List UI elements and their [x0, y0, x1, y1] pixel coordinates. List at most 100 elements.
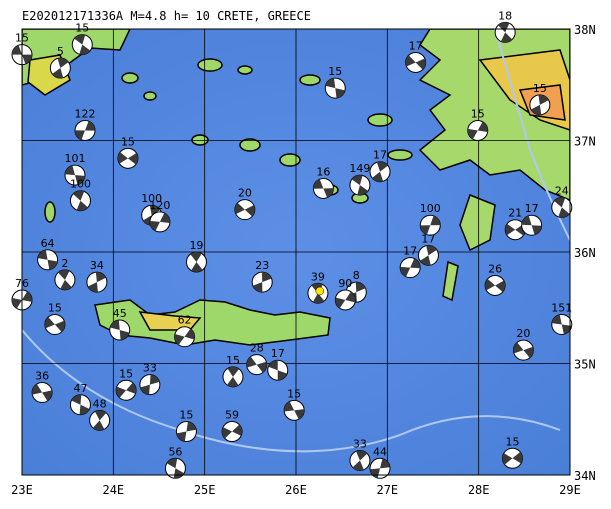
lat-tick-label: 38N	[574, 23, 596, 37]
focal-mechanism	[149, 211, 171, 233]
focal-mechanism	[467, 119, 489, 141]
depth-label: 44	[373, 445, 387, 458]
depth-label: 100	[70, 178, 91, 191]
depth-label: 15	[226, 354, 240, 367]
focal-mechanism	[324, 77, 346, 99]
focal-mechanism	[89, 409, 111, 431]
compression-quadrant	[513, 342, 534, 358]
compression-quadrant	[174, 328, 195, 345]
compression-quadrant	[400, 258, 421, 277]
compression-quadrant	[467, 121, 488, 140]
compression-quadrant	[498, 22, 513, 43]
compression-quadrant	[246, 356, 267, 373]
depth-label: 20	[238, 187, 252, 200]
compression-quadrant	[485, 278, 506, 293]
depth-label: 26	[488, 262, 502, 275]
depth-label: 15	[75, 22, 89, 35]
depth-label: 45	[113, 307, 127, 320]
focal-mechanism	[164, 457, 186, 479]
depth-label: 56	[168, 445, 182, 458]
compression-quadrant	[149, 212, 170, 231]
depth-label: 8	[353, 269, 360, 282]
compression-quadrant	[117, 152, 138, 165]
compression-quadrant	[75, 121, 96, 140]
compression-quadrant	[92, 410, 107, 431]
compression-quadrant	[52, 58, 69, 79]
focal-mechanism	[529, 94, 551, 116]
focal-mechanism	[71, 34, 93, 56]
focal-mechanism	[246, 354, 268, 376]
focal-mechanism	[117, 147, 139, 169]
focal-mechanism	[115, 379, 137, 401]
compression-quadrant	[352, 450, 368, 471]
lon-tick-label: 27E	[376, 483, 398, 497]
compression-quadrant	[234, 202, 255, 217]
focal-mechanism	[31, 381, 53, 403]
depth-label: 5	[57, 45, 64, 58]
compression-quadrant	[190, 252, 203, 273]
focal-mechanism	[334, 289, 356, 311]
depth-label: 100	[420, 202, 441, 215]
compression-quadrant	[521, 215, 542, 235]
compression-quadrant	[65, 165, 85, 185]
depth-label: 64	[41, 237, 55, 250]
depth-label: 28	[250, 342, 264, 355]
focal-mechanism	[139, 374, 161, 396]
lat-tick-label: 34N	[574, 469, 596, 483]
lon-tick-label: 28E	[468, 483, 490, 497]
focal-mechanism	[109, 319, 131, 341]
depth-label: 20	[516, 327, 530, 340]
depth-label: 15	[471, 107, 485, 120]
beachball	[89, 409, 111, 431]
depth-label: 24	[555, 184, 569, 197]
compression-quadrant	[311, 283, 325, 304]
lon-tick-label: 23E	[11, 483, 33, 497]
depth-label: 90	[338, 277, 352, 290]
focal-mechanism	[49, 57, 71, 79]
compression-quadrant	[222, 424, 243, 439]
depth-label: 18	[498, 9, 512, 22]
depth-label: 34	[90, 259, 104, 272]
focal-mechanism	[405, 51, 427, 73]
focal-mechanism	[399, 257, 421, 279]
focal-mechanism	[369, 161, 391, 183]
lon-tick-label: 24E	[102, 483, 124, 497]
compression-quadrant	[505, 223, 526, 236]
depth-label: 151	[551, 301, 572, 314]
compression-quadrant	[313, 179, 334, 198]
depth-label: 21	[508, 207, 522, 220]
map-title: E202012171336A M=4.8 h= 10 CRETE, GREECE	[22, 9, 311, 23]
compression-quadrant	[554, 197, 570, 218]
compression-quadrant	[372, 161, 388, 182]
compression-quadrant	[44, 317, 65, 332]
focal-mechanism	[86, 271, 108, 293]
compression-quadrant	[502, 451, 523, 465]
land	[22, 29, 570, 346]
depth-label: 47	[73, 382, 87, 395]
compression-quadrant	[74, 34, 91, 55]
depth-label: 15	[179, 409, 193, 422]
focal-mechanism	[521, 214, 543, 236]
depth-label: 36	[35, 369, 49, 382]
lon-tick-label: 26E	[285, 483, 307, 497]
compression-quadrant	[551, 314, 572, 335]
focal-mechanism	[44, 313, 66, 335]
depth-label: 62	[178, 314, 192, 327]
depth-label: 17	[373, 149, 387, 162]
focal-mechanism	[312, 177, 334, 199]
focal-mechanism	[222, 366, 244, 388]
compression-quadrant	[143, 205, 161, 226]
lat-tick-label: 36N	[574, 246, 596, 260]
frame	[21, 28, 571, 476]
lat-tick-label: 37N	[574, 135, 596, 149]
compression-quadrant	[351, 175, 369, 196]
focal-mechanism	[64, 164, 86, 186]
depth-label: 15	[505, 435, 519, 448]
compression-quadrant	[37, 249, 58, 270]
depth-label: 33	[143, 362, 157, 375]
focal-mechanism	[417, 244, 439, 266]
focal-mechanism	[234, 199, 256, 221]
focal-mechanism	[551, 196, 573, 218]
focal-mechanism	[349, 450, 371, 472]
